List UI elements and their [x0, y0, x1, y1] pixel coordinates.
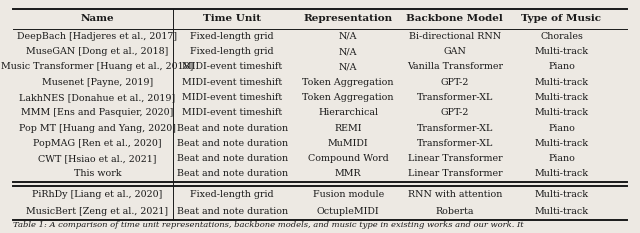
Text: Roberta: Roberta — [436, 207, 474, 216]
Text: Musenet [Payne, 2019]: Musenet [Payne, 2019] — [42, 78, 153, 87]
Text: LakhNES [Donahue et al., 2019]: LakhNES [Donahue et al., 2019] — [19, 93, 175, 102]
Text: Type of Music: Type of Music — [522, 14, 602, 23]
Text: GPT-2: GPT-2 — [441, 78, 469, 87]
Text: MIDI-event timeshift: MIDI-event timeshift — [182, 62, 282, 71]
Text: Fixed-length grid: Fixed-length grid — [190, 47, 274, 56]
Text: MuseGAN [Dong et al., 2018]: MuseGAN [Dong et al., 2018] — [26, 47, 168, 56]
Text: N/A: N/A — [339, 47, 358, 56]
Text: Fixed-length grid: Fixed-length grid — [190, 32, 274, 41]
Text: PopMAG [Ren et al., 2020]: PopMAG [Ren et al., 2020] — [33, 139, 162, 148]
Text: MMM [Ens and Pasquier, 2020]: MMM [Ens and Pasquier, 2020] — [21, 108, 173, 117]
Text: Multi-track: Multi-track — [534, 108, 588, 117]
Text: N/A: N/A — [339, 32, 358, 41]
Text: Multi-track: Multi-track — [534, 169, 588, 178]
Text: N/A: N/A — [339, 62, 358, 71]
Text: OctupleMIDI: OctupleMIDI — [317, 207, 380, 216]
Text: Fixed-length grid: Fixed-length grid — [190, 190, 274, 199]
Text: Bi-directional RNN: Bi-directional RNN — [409, 32, 501, 41]
Text: Music Transformer [Huang et al., 2018]: Music Transformer [Huang et al., 2018] — [1, 62, 193, 71]
Text: REMI: REMI — [335, 123, 362, 133]
Text: PiRhDy [Liang et al., 2020]: PiRhDy [Liang et al., 2020] — [32, 190, 163, 199]
Text: Compound Word: Compound Word — [308, 154, 388, 163]
Text: MMR: MMR — [335, 169, 362, 178]
Text: Beat and note duration: Beat and note duration — [177, 154, 288, 163]
Text: Multi-track: Multi-track — [534, 207, 588, 216]
Text: Transformer-XL: Transformer-XL — [417, 93, 493, 102]
Text: Hierarchical: Hierarchical — [318, 108, 378, 117]
Text: MIDI-event timeshift: MIDI-event timeshift — [182, 93, 282, 102]
Text: MusicBert [Zeng et al., 2021]: MusicBert [Zeng et al., 2021] — [26, 207, 168, 216]
Text: Multi-track: Multi-track — [534, 190, 588, 199]
Text: Transformer-XL: Transformer-XL — [417, 139, 493, 148]
Text: This work: This work — [74, 169, 121, 178]
Text: Time Unit: Time Unit — [203, 14, 261, 23]
Text: Chorales: Chorales — [540, 32, 583, 41]
Text: Linear Transformer: Linear Transformer — [408, 154, 502, 163]
Text: Multi-track: Multi-track — [534, 139, 588, 148]
Text: DeepBach [Hadjeres et al., 2017]: DeepBach [Hadjeres et al., 2017] — [17, 32, 177, 41]
Text: Token Aggregation: Token Aggregation — [303, 78, 394, 87]
Text: Vanilla Transformer: Vanilla Transformer — [407, 62, 503, 71]
Text: Backbone Model: Backbone Model — [406, 14, 503, 23]
Text: Beat and note duration: Beat and note duration — [177, 207, 288, 216]
Text: Beat and note duration: Beat and note duration — [177, 169, 288, 178]
Text: Beat and note duration: Beat and note duration — [177, 139, 288, 148]
Text: Linear Transformer: Linear Transformer — [408, 169, 502, 178]
Text: CWT [Hsiao et al., 2021]: CWT [Hsiao et al., 2021] — [38, 154, 157, 163]
Text: MIDI-event timeshift: MIDI-event timeshift — [182, 108, 282, 117]
Text: MIDI-event timeshift: MIDI-event timeshift — [182, 78, 282, 87]
Text: Table 1: A comparison of time unit representations, backbone models, and music t: Table 1: A comparison of time unit repre… — [13, 221, 524, 229]
Text: Piano: Piano — [548, 154, 575, 163]
Text: Pop MT [Huang and Yang, 2020]: Pop MT [Huang and Yang, 2020] — [19, 123, 176, 133]
Text: Multi-track: Multi-track — [534, 93, 588, 102]
Text: Representation: Representation — [303, 14, 393, 23]
Text: GPT-2: GPT-2 — [441, 108, 469, 117]
Text: MuMIDI: MuMIDI — [328, 139, 369, 148]
Text: Multi-track: Multi-track — [534, 47, 588, 56]
Text: GAN: GAN — [444, 47, 467, 56]
Text: Piano: Piano — [548, 123, 575, 133]
Text: Piano: Piano — [548, 62, 575, 71]
Text: Multi-track: Multi-track — [534, 78, 588, 87]
Text: Beat and note duration: Beat and note duration — [177, 123, 288, 133]
Text: Name: Name — [81, 14, 114, 23]
Text: Token Aggregation: Token Aggregation — [303, 93, 394, 102]
Text: Fusion module: Fusion module — [312, 190, 384, 199]
Text: RNN with attention: RNN with attention — [408, 190, 502, 199]
Text: Transformer-XL: Transformer-XL — [417, 123, 493, 133]
